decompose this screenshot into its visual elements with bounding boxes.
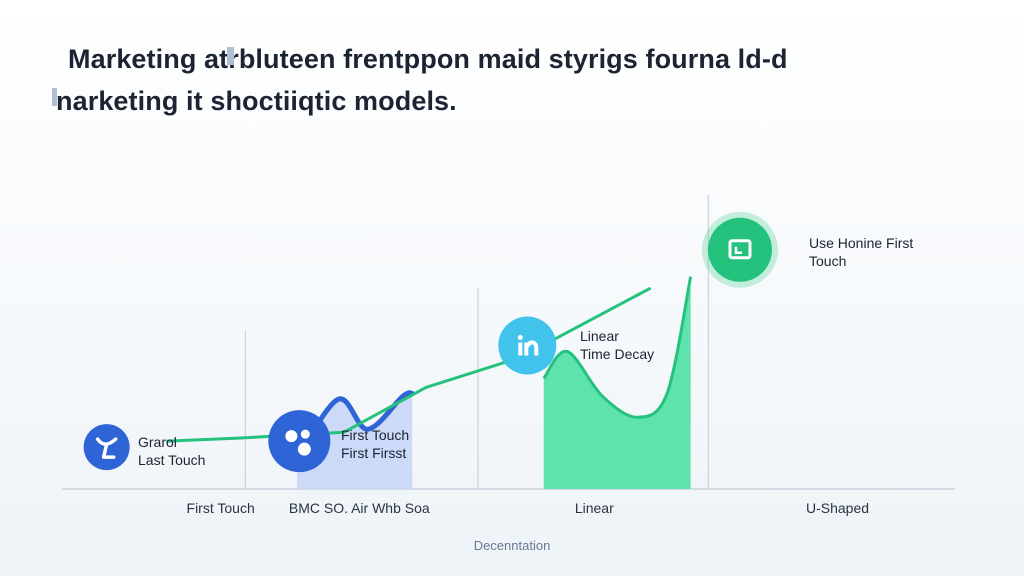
annotation-1: Grarol Last Touch (83, 424, 205, 471)
series-1-area (297, 392, 413, 489)
category-label-2: BMC SO. Air Whb Soa (289, 500, 430, 516)
bubble-a (285, 430, 298, 443)
category-label-4: U-Shaped (806, 500, 869, 516)
series-2-line (542, 276, 693, 419)
annotation-4-text-1: Use Honine First (809, 235, 913, 251)
title-cursor-mark (227, 47, 234, 65)
linkedin-stem (518, 342, 523, 356)
bubble-b (300, 429, 310, 439)
linkedin-n (524, 340, 539, 356)
annotation-2-text-2: First Firsst (341, 445, 406, 461)
annotation-3-text-1: Linear (580, 328, 619, 344)
series-2-area (543, 276, 691, 489)
bubbles-icon (285, 429, 311, 456)
category-label-1: First Touch (187, 500, 255, 516)
annotation-4-text-2: Touch (809, 253, 846, 269)
bubbles-icon-badge (268, 410, 331, 473)
series-1-line (294, 390, 415, 462)
title-line-2: narketing it shoctiiqtic models. (56, 86, 457, 116)
linkedin-dot (517, 334, 523, 340)
annotation-3: Linear Time Decay (498, 316, 654, 375)
title-line-1: Marketing atrbluteen frentppon maid styr… (68, 44, 788, 74)
screen-icon-badge (707, 217, 772, 282)
category-labels: First Touch BMC SO. Air Whb Soa Linear U-Sh… (187, 500, 870, 516)
screen-frame (728, 239, 752, 260)
person-icon (95, 437, 118, 459)
person-glyph (95, 437, 118, 459)
title-cursor-mark-2 (52, 88, 57, 106)
annotation-nodes: Grarol Last Touch First Touch First Firsst L… (83, 211, 913, 473)
series-areas (297, 276, 691, 489)
annotation-1-text-2: Last Touch (138, 452, 205, 468)
annotation-3-text-2: Time Decay (580, 346, 654, 362)
screen-icon (728, 239, 752, 260)
screen-glyph (734, 246, 742, 255)
annotation-1-text-1: Grarol (138, 434, 177, 450)
category-label-3: Linear (575, 500, 614, 516)
linkedin-icon (517, 334, 539, 356)
annotation-2: First Touch First Firsst (268, 410, 409, 473)
bubble-c (297, 442, 311, 456)
chart-title: Marketing atrbluteen frentppon maid styr… (56, 38, 956, 122)
annotation-2-text-1: First Touch (341, 427, 409, 443)
annotation-4: Use Honine First Touch (701, 211, 913, 288)
section-dividers (62, 195, 955, 490)
x-axis-label: Decenntation (474, 538, 551, 553)
